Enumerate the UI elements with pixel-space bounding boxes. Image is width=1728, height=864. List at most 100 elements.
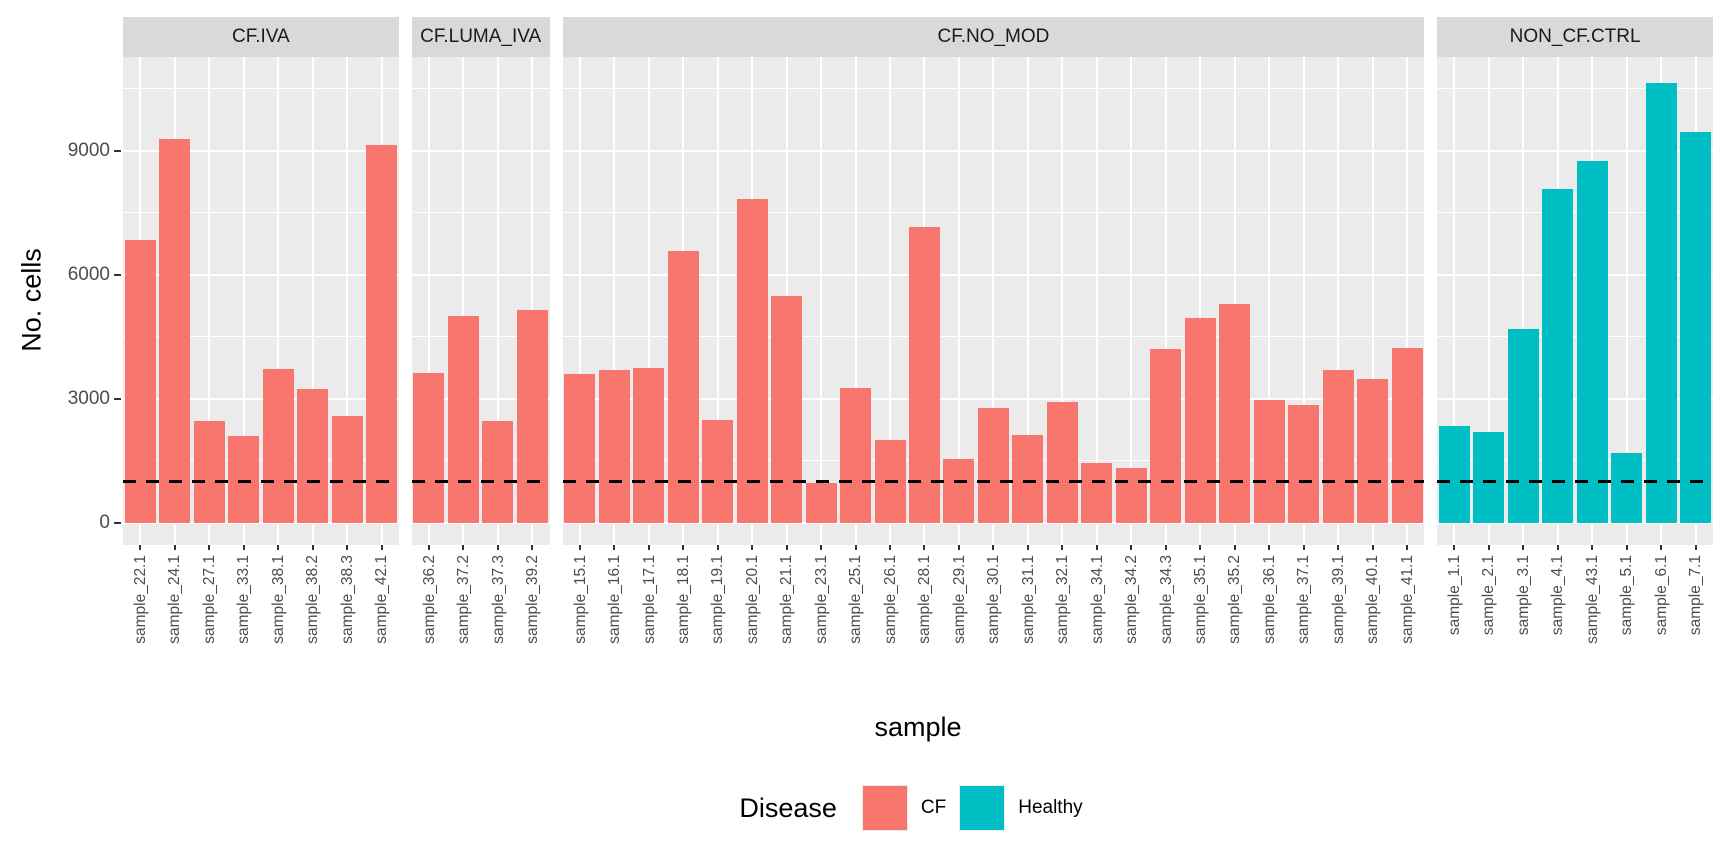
bar-sample_31.1 [1012,434,1044,523]
gridline-minor [411,335,550,337]
legend-swatch-cf [861,785,908,831]
gridline-major [123,273,399,276]
x-tick-label: sample_2.1 [1480,555,1498,636]
x-tick-mark [208,545,211,550]
x-tick-mark [277,545,280,550]
x-tick-label: sample_42.1 [373,555,391,644]
x-axis: sample_1.1 sample_2.1 sample_3.1 sample_4.1… [1437,545,1713,657]
x-tick-mark [1694,545,1697,550]
x-tick-label: sample_36.2 [420,555,438,644]
bar-sample_32.1 [1046,402,1078,523]
bar-sample_1.1 [1438,426,1470,523]
x-axis: sample_36.2 sample_37.2 sample_37.3 sample_… [412,545,550,657]
x-tick-label: sample_34.1 [1088,555,1106,644]
legend-entries: CF Healthy [861,785,1097,831]
x-tick-label: sample_31.1 [1019,555,1037,644]
x-tick-mark [751,545,754,550]
x-tick-label: sample_26.1 [881,555,899,644]
x-tick-label: sample_34.2 [1122,555,1140,644]
x-tick-label: sample_43.1 [1583,555,1601,644]
bar-sample_15.1 [564,374,596,523]
gridline-vertical [1487,57,1490,545]
bar-sample_34.2 [1115,468,1147,523]
x-tick-label: sample_38.1 [269,555,287,644]
gridline-vertical [1406,57,1409,545]
legend-swatch-healthy [959,785,1006,831]
gridline-vertical [1130,57,1133,545]
x-tick-mark [1371,545,1374,550]
x-tick-label: sample_28.1 [916,555,933,644]
bar-sample_40.1 [1357,379,1389,523]
bar-sample_3.1 [1507,329,1539,523]
x-tick-mark [820,545,823,550]
x-tick-mark [578,545,581,550]
x-tick-mark [139,545,142,550]
x-tick-label: sample_21.1 [778,555,796,644]
bar-sample_33.1 [228,435,260,523]
facet-strip: CF.LUMA_IVA [411,17,550,57]
gridline-major [1437,149,1713,152]
x-tick-mark [1487,545,1490,550]
x-tick-label: sample_4.1 [1549,555,1567,636]
reference-line-dashed [562,480,1425,484]
bar-sample_25.1 [840,388,872,523]
gridline-vertical [647,57,650,545]
bar-sample_19.1 [702,420,734,523]
gridline-minor [411,459,550,461]
bar-sample_36.2 [413,372,445,523]
gridline-vertical [578,57,581,545]
x-tick-mark [716,545,719,550]
x-tick-mark [427,545,430,550]
gridline-vertical [1453,57,1456,545]
gridline-vertical [427,57,430,545]
gridline-vertical [496,57,499,545]
gridline-vertical [531,57,534,545]
x-tick-label: sample_32.1 [1053,555,1071,644]
facet-strip: CF.NO_MOD [562,17,1425,57]
bar-sample_39.2 [516,309,548,523]
facet-panel [411,57,550,545]
x-tick-label: sample_18.1 [674,555,692,644]
x-tick-mark [1591,545,1594,550]
bar-sample_23.1 [805,482,837,523]
gridline-vertical [716,57,719,545]
bar-sample_2.1 [1473,432,1505,523]
gridline-vertical [820,57,823,545]
facet-panel [1437,57,1713,545]
bar-sample_29.1 [943,458,975,523]
x-tick-mark [1302,545,1305,550]
x-tick-label: sample_24.1 [166,555,184,644]
bar-sample_42.1 [365,144,397,523]
legend-label: Healthy [1018,797,1083,818]
facet-panel [562,57,1425,545]
bar-sample_16.1 [598,370,630,523]
x-tick-mark [785,545,788,550]
gridline-minor [123,459,399,461]
x-tick-label: sample_33.1 [235,555,253,644]
gridline-major [123,522,399,524]
x-tick-mark [889,545,892,550]
bar-sample_24.1 [159,139,191,523]
gridline-vertical [1522,57,1525,545]
gridline-minor [411,87,550,89]
legend-label: CF [920,797,947,818]
gridline-vertical [1233,57,1236,545]
x-axis-title: sample [874,712,962,742]
y-tick-mark [114,149,121,152]
x-tick-mark [1337,545,1340,550]
bar-sample_6.1 [1645,82,1677,523]
legend-entry-healthy: Healthy [959,785,1083,831]
x-tick-mark [531,545,534,550]
x-tick-mark [854,545,857,550]
x-tick-mark [647,545,650,550]
bar-sample_43.1 [1576,161,1608,523]
gridline-vertical [1164,57,1167,545]
bar-sample_4.1 [1542,188,1574,523]
bar-sample_37.3 [482,421,514,523]
x-tick-label: sample_20.1 [743,555,761,644]
gridline-minor [123,211,399,213]
gridline-vertical [1302,57,1305,545]
bar-sample_34.3 [1150,349,1182,523]
facet-strip-label: CF.LUMA_IVA [420,26,542,47]
